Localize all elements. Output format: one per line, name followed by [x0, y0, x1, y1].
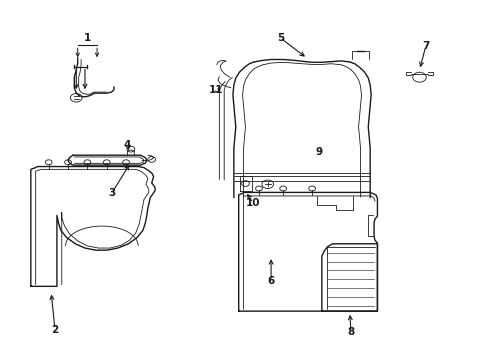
Text: 8: 8 — [346, 327, 354, 337]
Text: 1: 1 — [83, 33, 91, 43]
Text: 9: 9 — [315, 147, 323, 157]
Text: 3: 3 — [108, 189, 115, 198]
Text: 11: 11 — [209, 85, 223, 95]
Text: 6: 6 — [267, 276, 274, 286]
Text: 4: 4 — [123, 140, 131, 149]
Text: 10: 10 — [245, 198, 260, 208]
Text: 7: 7 — [421, 41, 428, 51]
Text: 2: 2 — [51, 325, 59, 334]
Text: 5: 5 — [277, 33, 284, 43]
